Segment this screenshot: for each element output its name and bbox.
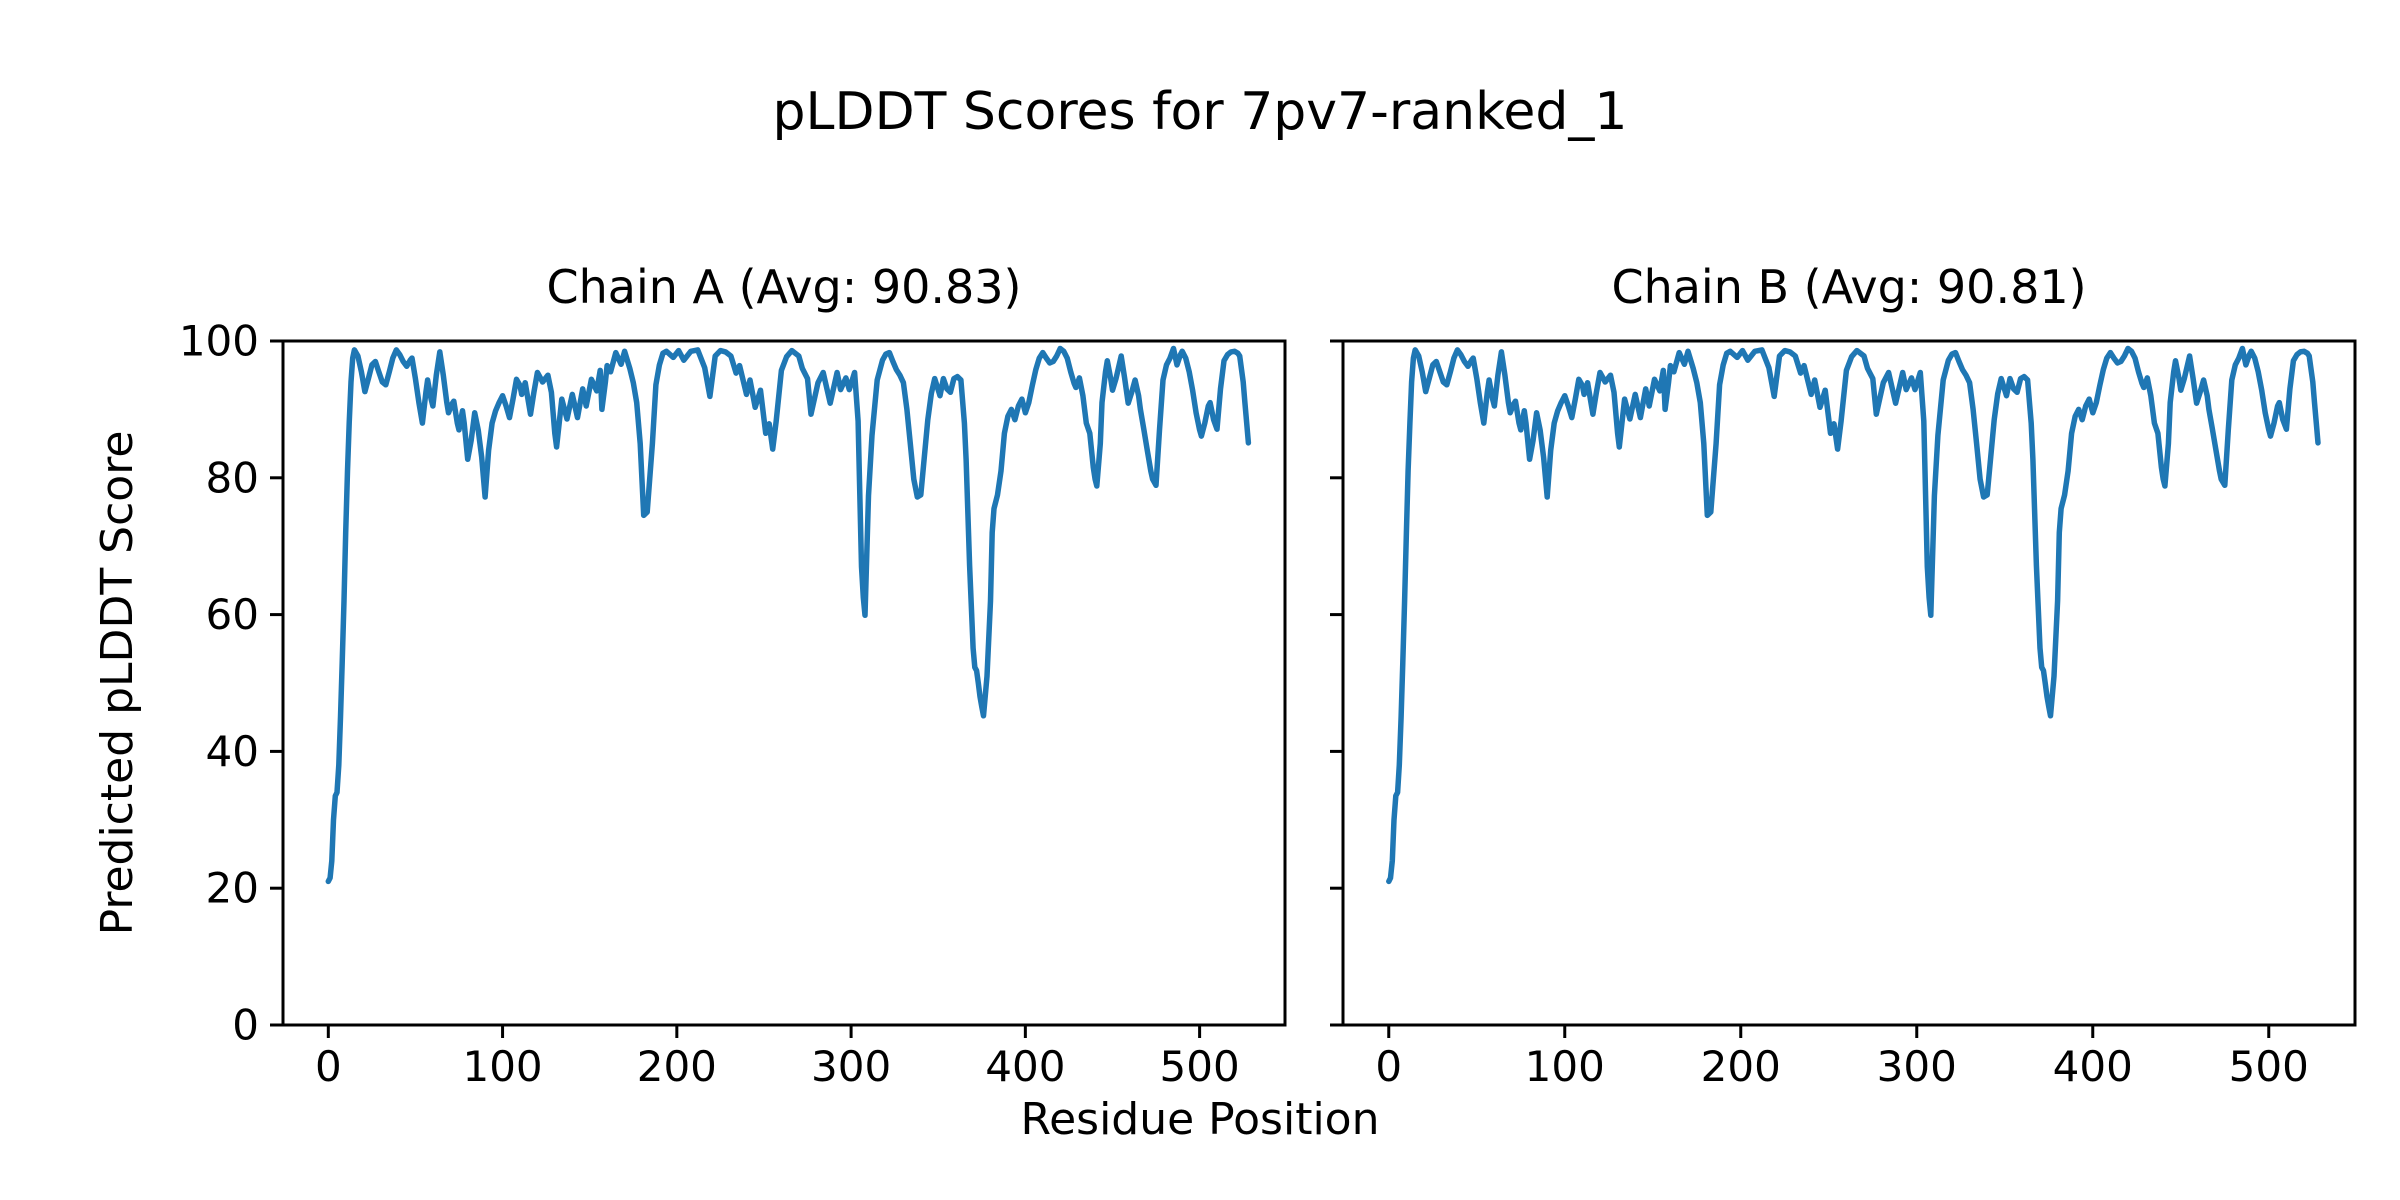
x-tick-label-chain-b: 200 (1701, 1042, 1781, 1091)
axes-frame-chain-a (281, 339, 1287, 1027)
y-tick-label-chain-a: 60 (206, 590, 259, 639)
x-tick-label-chain-b: 500 (2229, 1042, 2309, 1091)
x-axis-label: Residue Position (1020, 1094, 1380, 1145)
axes-frame-chain-b (1341, 339, 2357, 1027)
x-tick-label-chain-a: 200 (637, 1042, 717, 1091)
x-tick-label-chain-a: 500 (1160, 1042, 1240, 1091)
x-tick-label-chain-a: 300 (811, 1042, 891, 1091)
x-tick-label-chain-b: 0 (1375, 1042, 1402, 1091)
x-tick-label-chain-b: 300 (1877, 1042, 1957, 1091)
plddt-line-chain-b (1386, 345, 2321, 885)
figure-title: pLDDT Scores for 7pv7-ranked_1 (772, 82, 1628, 142)
chain-a-subplot-title: Chain A (Avg: 90.83) (546, 260, 1022, 314)
x-tick-label-chain-b: 100 (1525, 1042, 1605, 1091)
x-tick-label-chain-b: 400 (2053, 1042, 2133, 1091)
plddt-line-chain-a (325, 345, 1252, 885)
y-tick-label-chain-a: 0 (232, 1001, 259, 1050)
x-tick-label-chain-a: 0 (315, 1042, 342, 1091)
y-tick-label-chain-a: 100 (179, 317, 259, 366)
chain-b-subplot-title: Chain B (Avg: 90.81) (1611, 260, 2087, 314)
y-tick-label-chain-a: 40 (206, 727, 259, 776)
y-tick-label-chain-a: 20 (206, 864, 259, 913)
x-tick-label-chain-a: 100 (462, 1042, 542, 1091)
x-tick-label-chain-a: 400 (985, 1042, 1065, 1091)
y-axis-label: Predicted pLDDT Score (91, 430, 143, 936)
y-tick-label-chain-a: 80 (206, 453, 259, 502)
